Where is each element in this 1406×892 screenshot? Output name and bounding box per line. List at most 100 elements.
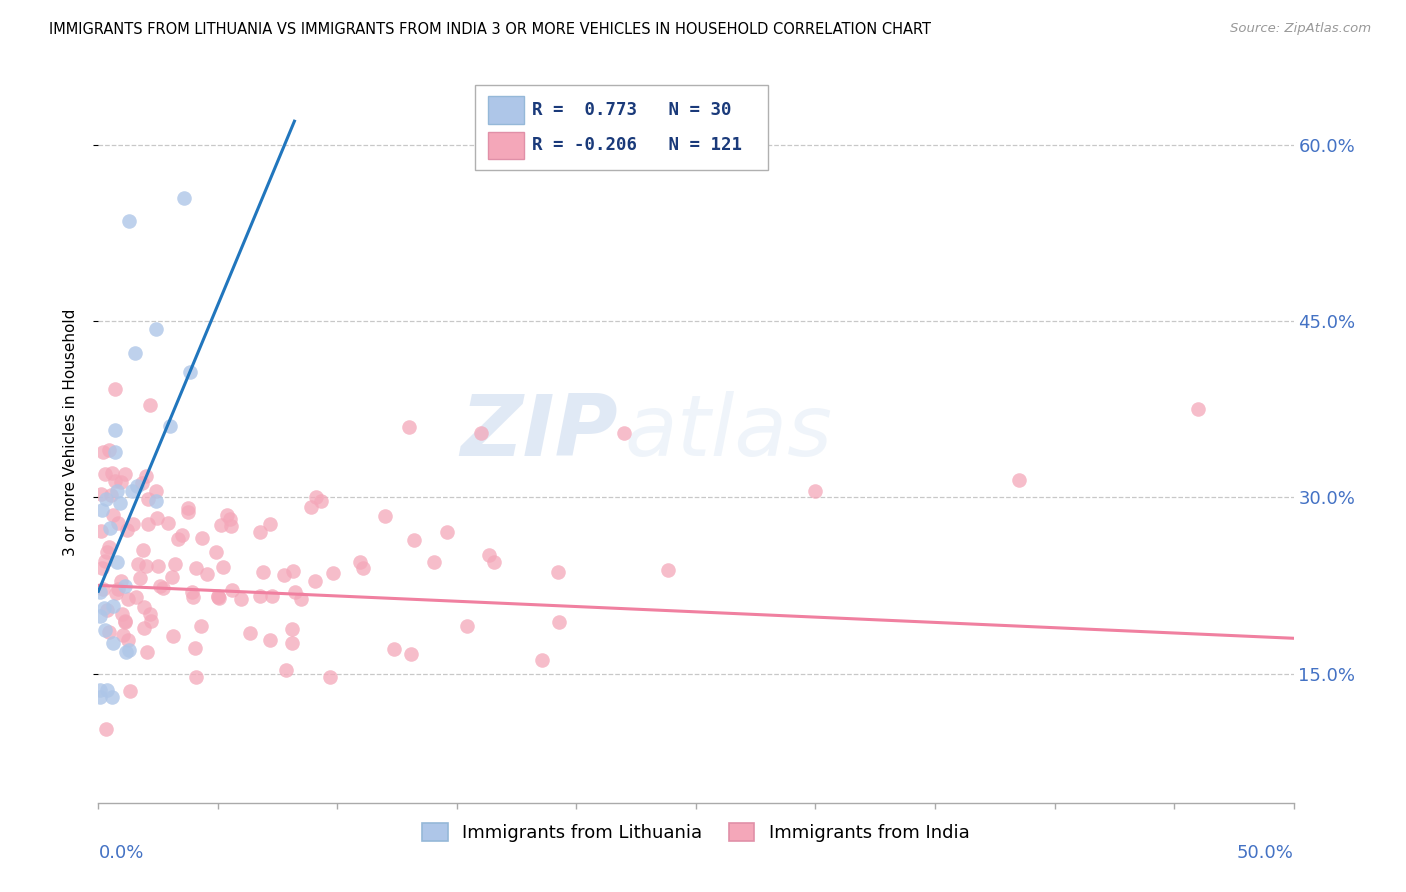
Point (121, 516, 143, 531)
Point (191, 531, 214, 545)
Point (114, 644, 136, 658)
Point (183, 590, 205, 604)
FancyBboxPatch shape (488, 132, 524, 160)
Point (190, 619, 212, 633)
Point (111, 628, 134, 642)
Point (177, 504, 200, 518)
Point (159, 418, 181, 433)
Point (149, 579, 172, 593)
Point (96, 544, 118, 558)
Point (103, 508, 125, 522)
Point (160, 570, 183, 584)
Point (146, 510, 169, 524)
Point (124, 345, 146, 359)
Text: atlas: atlas (624, 391, 832, 475)
Point (249, 524, 271, 539)
Text: ZIP: ZIP (461, 391, 619, 475)
Point (352, 560, 374, 574)
Text: 0.0%: 0.0% (98, 844, 143, 862)
Point (219, 512, 242, 526)
Point (207, 589, 229, 603)
Point (456, 619, 478, 633)
Point (145, 494, 167, 508)
Point (231, 592, 253, 607)
Point (184, 561, 207, 575)
Point (162, 629, 184, 643)
Point (107, 516, 129, 530)
Point (91, 445, 114, 459)
Point (260, 589, 283, 603)
Point (121, 483, 143, 498)
Point (114, 615, 136, 630)
FancyBboxPatch shape (488, 96, 524, 124)
Point (132, 621, 155, 635)
Point (94, 492, 117, 507)
Point (470, 425, 492, 440)
Point (110, 496, 132, 510)
Point (184, 640, 207, 655)
Point (136, 517, 159, 532)
Point (132, 599, 155, 614)
Text: R = -0.206   N = 121: R = -0.206 N = 121 (533, 136, 742, 154)
Point (208, 591, 231, 606)
Point (132, 543, 155, 558)
Point (110, 607, 132, 621)
Point (301, 500, 323, 514)
Point (374, 508, 396, 523)
Point (100, 488, 122, 502)
Point (215, 508, 238, 522)
Point (547, 566, 569, 580)
Text: R =  0.773   N = 30: R = 0.773 N = 30 (533, 101, 731, 119)
Point (136, 492, 159, 507)
Point (93, 554, 115, 568)
Point (530, 653, 553, 667)
Point (114, 579, 136, 593)
Point (259, 516, 281, 531)
Point (96, 722, 118, 736)
Point (221, 582, 243, 597)
Point (117, 592, 139, 607)
Point (186, 670, 208, 684)
Point (290, 591, 312, 606)
Point (103, 636, 125, 650)
Point (613, 425, 636, 440)
Point (284, 585, 307, 599)
Point (89, 584, 111, 599)
Point (98, 521, 121, 535)
Point (148, 559, 170, 574)
Point (152, 581, 174, 595)
Point (96, 603, 118, 617)
Point (104, 423, 127, 437)
Point (156, 516, 179, 530)
Point (91, 582, 114, 596)
Point (115, 523, 138, 537)
Y-axis label: 3 or more Vehicles in Household: 3 or more Vehicles in Household (63, 309, 77, 557)
Point (139, 398, 162, 412)
Point (90, 502, 112, 516)
Point (211, 560, 233, 574)
Point (89, 682, 111, 697)
Point (89, 690, 111, 704)
Point (548, 615, 571, 630)
Point (384, 642, 406, 657)
Point (110, 475, 132, 489)
Point (117, 633, 139, 648)
Point (89, 608, 111, 623)
Point (90, 561, 112, 575)
Point (97, 540, 120, 554)
Point (177, 501, 200, 516)
Point (93, 623, 115, 637)
Legend: Immigrants from Lithuania, Immigrants from India: Immigrants from Lithuania, Immigrants fr… (415, 816, 977, 849)
Point (101, 599, 124, 614)
Point (804, 484, 827, 499)
Point (101, 467, 124, 481)
Point (139, 607, 162, 622)
Text: Source: ZipAtlas.com: Source: ZipAtlas.com (1230, 22, 1371, 36)
Point (436, 525, 458, 540)
Point (349, 556, 371, 570)
Text: 50.0%: 50.0% (1237, 844, 1294, 862)
Point (110, 574, 132, 588)
Point (136, 645, 159, 659)
Point (422, 555, 444, 569)
Point (101, 690, 124, 704)
